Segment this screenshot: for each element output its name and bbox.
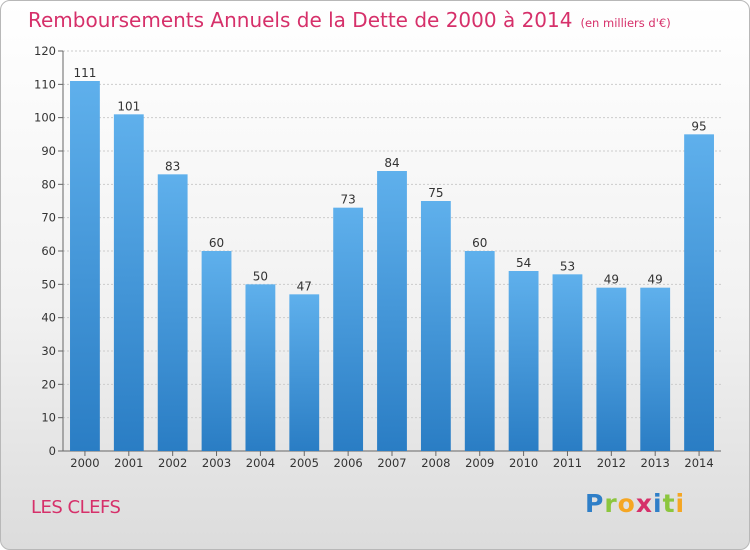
title-text: Remboursements Annuels de la Dette de 20… (28, 8, 573, 32)
bar-value-label: 101 (117, 99, 140, 113)
bar (552, 274, 583, 451)
y-tick-label: 100 (34, 111, 56, 125)
y-tick-label: 70 (41, 211, 56, 225)
bar (333, 207, 364, 451)
bar-value-label: 95 (691, 119, 706, 133)
x-tick-label: 2000 (70, 456, 99, 470)
x-tick-label: 2004 (246, 456, 275, 470)
y-tick-label: 90 (41, 144, 56, 158)
y-tick-label: 110 (34, 77, 56, 91)
bar-value-label: 49 (604, 273, 619, 287)
bar (508, 271, 539, 451)
y-tick-label: 20 (41, 377, 56, 391)
logo-letter: i (653, 489, 663, 518)
x-tick-label: 2011 (553, 456, 582, 470)
bar (596, 287, 627, 451)
y-tick-label: 80 (41, 177, 56, 191)
bar (377, 171, 407, 451)
y-tick-label: 60 (41, 244, 56, 258)
bar-value-label: 53 (560, 259, 575, 273)
x-tick-label: 2009 (465, 456, 494, 470)
x-tick-label: 2014 (684, 456, 713, 470)
bar (201, 251, 232, 451)
bar (640, 287, 671, 451)
bar-value-label: 50 (253, 269, 268, 283)
bar (289, 294, 320, 451)
x-tick-label: 2006 (333, 456, 362, 470)
bar (157, 174, 188, 452)
bar-value-label: 73 (340, 193, 355, 207)
y-tick-label: 30 (41, 344, 56, 358)
x-tick-label: 2003 (202, 456, 231, 470)
logo-letter: t (662, 489, 676, 518)
bar (70, 81, 100, 451)
bar-value-label: 49 (648, 273, 663, 287)
chart-title: Remboursements Annuels de la Dette de 20… (28, 8, 671, 32)
bar-value-label: 111 (73, 66, 96, 80)
bar-value-label: 47 (297, 279, 312, 293)
city-name: LES CLEFS (31, 497, 121, 518)
x-tick-label: 2010 (509, 456, 538, 470)
bar-value-label: 60 (209, 236, 224, 250)
bar-value-label: 75 (428, 186, 443, 200)
x-tick-label: 2013 (641, 456, 670, 470)
x-tick-label: 2001 (114, 456, 143, 470)
y-tick-label: 50 (41, 277, 56, 291)
x-tick-label: 2005 (290, 456, 319, 470)
bar-value-label: 84 (384, 156, 399, 170)
bar-value-label: 54 (516, 256, 531, 270)
bar (464, 251, 495, 451)
logo-letter: i (675, 489, 686, 518)
y-tick-label: 40 (41, 311, 56, 325)
bar (684, 134, 714, 452)
logo-letter: r (604, 489, 618, 518)
bar-value-label: 60 (472, 236, 487, 250)
x-tick-label: 2007 (377, 456, 406, 470)
y-tick-label: 120 (34, 44, 56, 58)
bar (420, 201, 451, 451)
x-tick-label: 2008 (421, 456, 450, 470)
y-tick-label: 10 (41, 411, 56, 425)
y-tick-label: 0 (49, 444, 56, 458)
bar (113, 114, 144, 451)
proxiti-logo: Proxiti (585, 489, 685, 518)
logo-letter: P (585, 489, 605, 518)
x-tick-label: 2012 (597, 456, 626, 470)
bar (245, 284, 276, 451)
bar-value-label: 83 (165, 159, 180, 173)
logo-letter: x (635, 489, 653, 518)
x-tick-label: 2002 (158, 456, 187, 470)
logo-letter: o (617, 489, 636, 518)
unit-label: (en milliers d'€) (580, 16, 671, 30)
